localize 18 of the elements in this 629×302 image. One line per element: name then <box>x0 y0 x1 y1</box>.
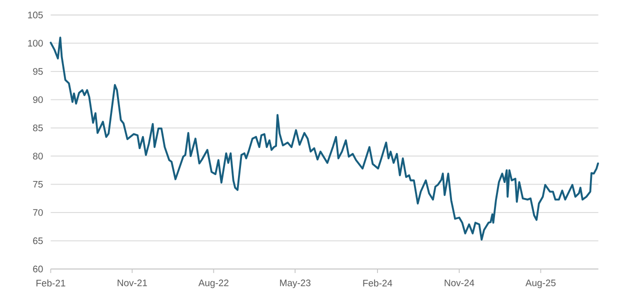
x-tick-label: Aug-25 <box>525 280 556 288</box>
x-tick-label: Aug-22 <box>198 280 228 288</box>
y-tick-label: 70 <box>33 209 43 216</box>
x-tick-label: Feb-24 <box>363 280 392 286</box>
y-tick-label: 60 <box>33 266 43 272</box>
y-tick-label: 85 <box>33 124 43 132</box>
y-tick-label: 95 <box>33 68 43 75</box>
y-tick-label: 90 <box>33 96 43 104</box>
x-tick-label: Feb-21 <box>36 280 66 286</box>
y-tick-label: 65 <box>33 237 43 244</box>
x-tick-label: May-23 <box>280 280 310 288</box>
y-tick-label: 75 <box>33 181 43 188</box>
x-tick-label: Nov-21 <box>118 280 147 286</box>
line-series <box>50 36 599 241</box>
y-tick-label: 100 <box>28 40 43 47</box>
y-tick-label: 80 <box>33 152 43 160</box>
x-tick-label: Nov-24 <box>444 280 474 286</box>
y-tick-label: 105 <box>28 12 43 18</box>
